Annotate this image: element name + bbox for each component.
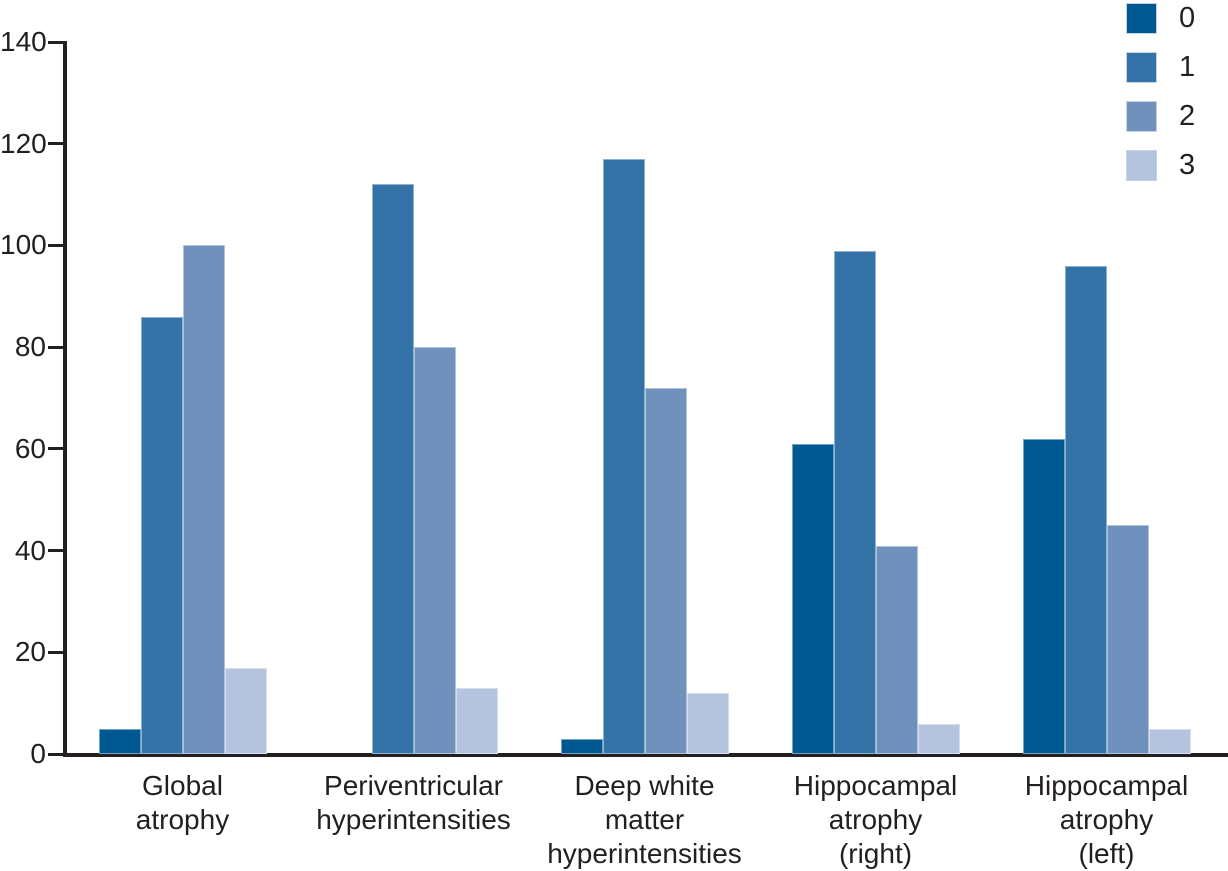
bar-series-1 bbox=[1064, 265, 1107, 754]
x-category-label: Hippocampal atrophy (left) bbox=[991, 769, 1222, 871]
y-tick-label: 140 bbox=[0, 26, 47, 57]
legend-label: 1 bbox=[1179, 51, 1196, 83]
bar-series-1 bbox=[833, 250, 876, 754]
bar-group bbox=[298, 42, 529, 754]
bar-series-0 bbox=[560, 738, 603, 754]
legend-swatch-icon bbox=[1126, 101, 1157, 132]
bar-series-3 bbox=[224, 667, 267, 754]
x-category-label-line: (left) bbox=[1078, 838, 1135, 869]
y-tick-mark bbox=[48, 549, 63, 553]
y-tick-mark bbox=[48, 650, 63, 654]
bar-series-2 bbox=[182, 245, 225, 754]
y-tick-label: 40 bbox=[14, 534, 46, 566]
bar-series-3 bbox=[686, 692, 729, 754]
bar-group bbox=[67, 42, 298, 754]
y-tick-label: 20 bbox=[14, 636, 46, 668]
bar-series-2 bbox=[875, 545, 918, 754]
bar-series-0 bbox=[791, 443, 834, 754]
y-tick-mark bbox=[48, 40, 63, 44]
legend-label: 2 bbox=[1179, 100, 1196, 132]
bar-group bbox=[529, 42, 760, 754]
bar-series-3 bbox=[1148, 728, 1191, 754]
bar-series-2 bbox=[413, 347, 456, 754]
bar-series-1 bbox=[602, 158, 645, 754]
x-category-label-line: hyperintensities bbox=[547, 838, 742, 869]
x-category-label-line: hyperintensities bbox=[316, 804, 511, 835]
y-tick-label: 100 bbox=[0, 229, 47, 261]
y-tick-label: 0 bbox=[30, 738, 46, 769]
legend: 0 1 2 3 bbox=[1126, 3, 1195, 199]
bar-series-1 bbox=[140, 316, 183, 754]
bar-group bbox=[991, 42, 1222, 754]
y-axis-line bbox=[63, 41, 67, 757]
x-axis-line bbox=[63, 753, 1228, 757]
plot-area bbox=[67, 42, 1222, 754]
legend-swatch-icon bbox=[1126, 52, 1157, 83]
legend-swatch-icon bbox=[1126, 3, 1157, 34]
x-category-label-line: Hippocampal bbox=[793, 770, 958, 801]
legend-item: 0 bbox=[1126, 3, 1195, 34]
legend-swatch-icon bbox=[1126, 150, 1157, 181]
x-category-label-line: Deep white bbox=[574, 770, 715, 801]
legend-item: 3 bbox=[1126, 150, 1195, 181]
x-category-label-line: atrophy bbox=[135, 804, 230, 835]
x-category-label: Periventricular hyperintensities bbox=[298, 769, 529, 871]
x-category-label-line: matter bbox=[604, 804, 685, 835]
bar-series-1 bbox=[371, 184, 414, 754]
y-tick-mark bbox=[48, 345, 63, 349]
legend-label: 3 bbox=[1179, 149, 1196, 181]
legend-item: 1 bbox=[1126, 52, 1195, 83]
y-tick-label: 80 bbox=[14, 331, 46, 363]
x-category-label-line: atrophy bbox=[1059, 804, 1154, 835]
bar-series-0 bbox=[1022, 438, 1065, 754]
x-category-label: Hippocampal atrophy (right) bbox=[760, 769, 991, 871]
y-tick-mark bbox=[48, 142, 63, 146]
y-tick-label: 120 bbox=[0, 127, 47, 159]
legend-item: 2 bbox=[1126, 101, 1195, 132]
y-tick-mark bbox=[48, 243, 63, 247]
legend-label: 0 bbox=[1179, 2, 1196, 34]
bar-series-3 bbox=[917, 723, 960, 754]
bar-series-2 bbox=[1106, 525, 1149, 754]
bar-series-2 bbox=[644, 387, 687, 754]
bar-group bbox=[760, 42, 991, 754]
y-tick-mark bbox=[48, 752, 63, 756]
x-category-label-line: Hippocampal bbox=[1024, 770, 1189, 801]
x-category-label: Deep white matter hyperintensities bbox=[529, 769, 760, 871]
x-axis-category-labels: Global atrophy Periventricular hyperintensi… bbox=[67, 769, 1222, 871]
x-category-label-line: (right) bbox=[838, 838, 913, 869]
x-category-label-line: Periventricular bbox=[324, 770, 503, 801]
bar-series-3 bbox=[455, 687, 498, 754]
x-category-label-line: atrophy bbox=[828, 804, 923, 835]
y-tick-label: 60 bbox=[14, 432, 46, 464]
x-category-label: Global atrophy bbox=[67, 769, 298, 871]
x-category-label-line: Global bbox=[142, 770, 223, 801]
y-tick-mark bbox=[48, 447, 63, 451]
bar-series-0 bbox=[98, 728, 141, 754]
